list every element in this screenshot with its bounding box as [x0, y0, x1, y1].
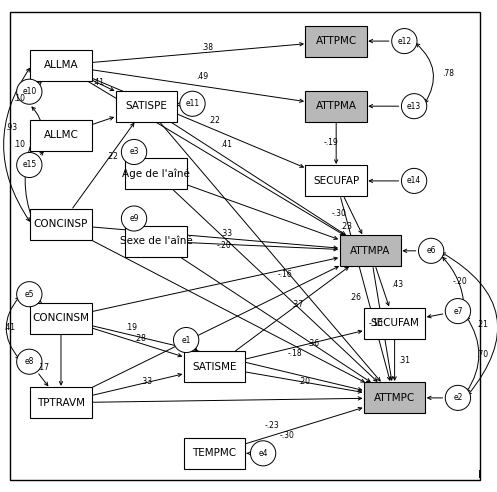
- Text: -.30: -.30: [280, 430, 295, 439]
- Text: .93: .93: [5, 123, 17, 132]
- Text: SECUFAM: SECUFAM: [370, 318, 419, 328]
- Text: e6: e6: [426, 246, 436, 255]
- Text: e5: e5: [24, 290, 34, 299]
- Circle shape: [121, 139, 147, 164]
- Text: -.19: -.19: [324, 138, 338, 147]
- FancyBboxPatch shape: [339, 235, 401, 266]
- FancyBboxPatch shape: [30, 387, 91, 418]
- FancyBboxPatch shape: [115, 91, 177, 122]
- FancyBboxPatch shape: [364, 308, 425, 338]
- Text: .43: .43: [391, 280, 403, 289]
- FancyBboxPatch shape: [125, 158, 187, 189]
- FancyBboxPatch shape: [306, 91, 367, 122]
- Text: .33: .33: [221, 229, 233, 239]
- Text: .31: .31: [399, 356, 411, 365]
- Circle shape: [17, 79, 42, 104]
- Text: SATISPE: SATISPE: [125, 101, 167, 111]
- Text: e7: e7: [453, 307, 463, 315]
- FancyBboxPatch shape: [30, 303, 91, 334]
- Text: -.23: -.23: [264, 421, 279, 430]
- Text: .36: .36: [307, 339, 319, 348]
- Text: Age de l'aîné: Age de l'aîné: [122, 168, 190, 179]
- Text: TEMPMC: TEMPMC: [192, 448, 237, 459]
- Text: e4: e4: [258, 449, 268, 458]
- Text: e15: e15: [22, 160, 36, 170]
- Circle shape: [418, 238, 444, 263]
- Text: .78: .78: [442, 69, 454, 78]
- Text: -.20: -.20: [217, 242, 232, 250]
- Text: e10: e10: [22, 87, 36, 96]
- Text: e2: e2: [453, 394, 463, 402]
- Text: CONCINSP: CONCINSP: [34, 219, 88, 229]
- FancyBboxPatch shape: [184, 351, 245, 382]
- Text: CONCINSM: CONCINSM: [32, 313, 89, 323]
- Text: .22: .22: [208, 116, 220, 125]
- Text: TPTRAVM: TPTRAVM: [37, 398, 85, 408]
- Text: ALLMC: ALLMC: [44, 130, 79, 140]
- Text: e3: e3: [129, 148, 139, 156]
- Text: .70: .70: [476, 350, 489, 359]
- Text: e12: e12: [397, 36, 412, 46]
- Text: .23: .23: [340, 222, 352, 231]
- Text: -.20: -.20: [453, 277, 468, 286]
- Text: -.10: -.10: [369, 319, 384, 328]
- Circle shape: [121, 206, 147, 231]
- Circle shape: [17, 349, 42, 374]
- Text: e9: e9: [129, 214, 139, 223]
- Text: ATTPMC: ATTPMC: [316, 36, 357, 46]
- Text: .19: .19: [125, 323, 137, 333]
- Text: ATTMPC: ATTMPC: [374, 393, 415, 403]
- Text: .37: .37: [291, 300, 303, 309]
- Text: e14: e14: [407, 177, 421, 185]
- FancyBboxPatch shape: [364, 382, 425, 413]
- Text: I: I: [479, 470, 481, 480]
- Text: .21: .21: [476, 320, 488, 329]
- Text: .49: .49: [196, 72, 208, 81]
- Circle shape: [17, 153, 42, 178]
- Circle shape: [445, 299, 471, 324]
- FancyBboxPatch shape: [184, 438, 245, 469]
- Text: .22: .22: [106, 153, 118, 161]
- Text: -.16: -.16: [278, 271, 292, 279]
- Text: .38: .38: [201, 43, 213, 52]
- Text: e13: e13: [407, 102, 421, 111]
- Circle shape: [173, 328, 199, 353]
- Text: .28: .28: [134, 334, 146, 343]
- Text: Sexe de l'aîné: Sexe de l'aîné: [120, 236, 192, 246]
- Text: ALLMA: ALLMA: [44, 60, 79, 70]
- FancyBboxPatch shape: [30, 50, 91, 81]
- Text: .41: .41: [3, 323, 15, 333]
- Text: .17: .17: [37, 363, 49, 372]
- Circle shape: [250, 441, 276, 466]
- Text: ATTPMA: ATTPMA: [316, 101, 357, 111]
- Text: e8: e8: [25, 357, 34, 366]
- FancyBboxPatch shape: [306, 165, 367, 196]
- Text: .41: .41: [92, 78, 104, 87]
- Text: .10: .10: [13, 94, 25, 103]
- FancyBboxPatch shape: [30, 120, 91, 151]
- Circle shape: [17, 282, 42, 307]
- Text: .26: .26: [349, 293, 361, 302]
- Text: SECUFAP: SECUFAP: [313, 176, 359, 186]
- Circle shape: [402, 93, 427, 119]
- Circle shape: [402, 168, 427, 193]
- Text: .20: .20: [299, 377, 311, 387]
- Text: .33: .33: [140, 377, 152, 387]
- Circle shape: [445, 385, 471, 410]
- FancyBboxPatch shape: [125, 226, 187, 257]
- Circle shape: [180, 91, 205, 116]
- Text: e11: e11: [185, 99, 200, 108]
- Text: ATTMPA: ATTMPA: [350, 246, 391, 256]
- FancyBboxPatch shape: [306, 26, 367, 57]
- Text: SATISME: SATISME: [192, 362, 237, 371]
- Text: e1: e1: [181, 336, 191, 344]
- Text: .10: .10: [13, 140, 25, 149]
- Text: .41: .41: [221, 140, 233, 149]
- Text: -.18: -.18: [287, 348, 302, 358]
- Circle shape: [392, 29, 417, 54]
- FancyBboxPatch shape: [30, 209, 91, 240]
- Text: -.30: -.30: [331, 209, 346, 218]
